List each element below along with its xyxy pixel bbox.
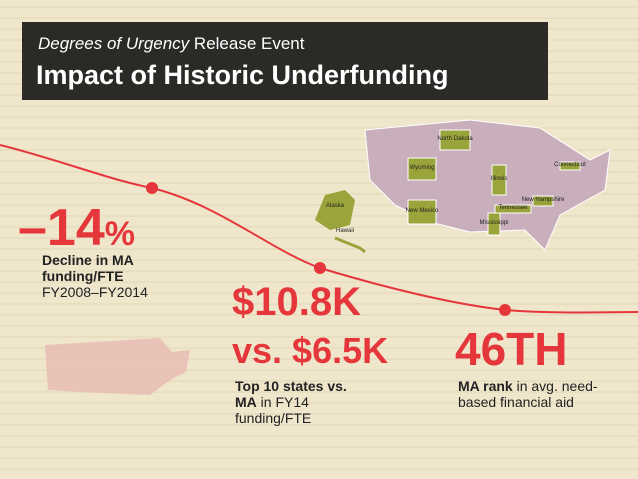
trend-dot bbox=[146, 182, 158, 194]
alaska bbox=[315, 190, 355, 230]
number: –14 bbox=[18, 199, 105, 257]
highlight-states bbox=[407, 129, 581, 236]
state-label: Tennessee bbox=[498, 205, 528, 211]
state-label: Alaska bbox=[326, 203, 345, 209]
state-label: Wyoming bbox=[410, 165, 435, 171]
header: Degrees of Urgency Release Event Impact … bbox=[22, 22, 548, 100]
label: in avg. need-based financial aid bbox=[458, 378, 598, 410]
label-bold: MA rank bbox=[458, 378, 513, 394]
stat-number: $10.8K bbox=[232, 280, 361, 324]
state-label: Illinois bbox=[491, 176, 508, 182]
state-label: Connecticut bbox=[554, 162, 586, 168]
state-label: New Mexico bbox=[406, 208, 439, 214]
state-label: North Dakota bbox=[437, 136, 473, 142]
stat-number: vs. $6.5K bbox=[232, 330, 389, 371]
hawaii bbox=[334, 236, 366, 254]
unit: % bbox=[104, 215, 135, 253]
kicker: Release Event bbox=[193, 34, 305, 53]
label: in FY14 funding/FTE bbox=[235, 394, 312, 426]
stat-number: 46TH bbox=[455, 323, 568, 375]
label: FY2008–FY2014 bbox=[42, 284, 148, 300]
state-label: Mississippi bbox=[479, 220, 508, 226]
ma-silhouette bbox=[45, 338, 190, 395]
label-bold: Decline in MA funding/FTE bbox=[42, 252, 134, 284]
title: Impact of Historic Underfunding bbox=[36, 60, 449, 90]
trend-dot bbox=[314, 262, 326, 274]
trend-dot bbox=[499, 304, 511, 316]
kicker-italic: Degrees of Urgency bbox=[38, 34, 190, 53]
state-label: Hawaii bbox=[336, 228, 354, 234]
stat-number: –14% bbox=[18, 198, 135, 258]
label-bold: Top 10 states vs. MA bbox=[235, 378, 347, 410]
state-label: New Hampshire bbox=[522, 197, 565, 203]
